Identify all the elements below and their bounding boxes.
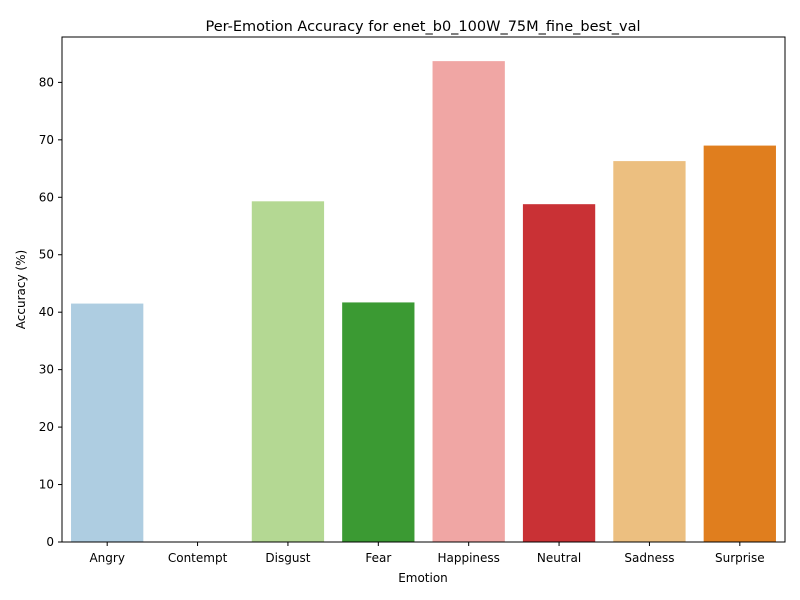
bar-happiness [432, 61, 505, 542]
bar-surprise [703, 145, 776, 542]
x-tick-label: Disgust [265, 551, 310, 565]
bar-disgust [251, 201, 325, 543]
y-axis: 0 10 20 30 40 50 60 70 80 [39, 75, 62, 549]
y-tick-label: 80 [39, 75, 54, 89]
bars-group [71, 61, 776, 543]
bar-fear [342, 302, 415, 542]
y-tick-label: 60 [39, 190, 54, 204]
x-axis-label: Emotion [398, 571, 448, 585]
plot-frame [61, 36, 786, 543]
y-tick-label: 70 [39, 133, 54, 147]
x-tick-label: Neutral [537, 551, 581, 565]
x-axis: Angry Contempt Disgust Fear Happiness Neutral… [89, 542, 765, 565]
y-axis-label: Accuracy (%) [14, 250, 28, 329]
x-tick-label: Contempt [168, 551, 228, 565]
x-tick-label: Happiness [437, 551, 499, 565]
chart-title: Per-Emotion Accuracy for enet_b0_100W_75… [205, 19, 640, 35]
x-tick-label: Fear [365, 551, 391, 565]
x-tick-label: Surprise [715, 551, 765, 565]
y-tick-label: 10 [39, 478, 54, 492]
y-tick-label: 50 [39, 248, 54, 262]
y-tick-label: 30 [39, 363, 54, 377]
bar-sadness [613, 161, 686, 542]
x-tick-label: Sadness [624, 551, 674, 565]
y-tick-label: 20 [39, 420, 54, 434]
bar-angry [71, 303, 144, 542]
x-tick-label: Angry [89, 551, 124, 565]
y-tick-label: 40 [39, 305, 54, 319]
bar-neutral [522, 204, 596, 542]
y-tick-label: 0 [46, 535, 54, 549]
